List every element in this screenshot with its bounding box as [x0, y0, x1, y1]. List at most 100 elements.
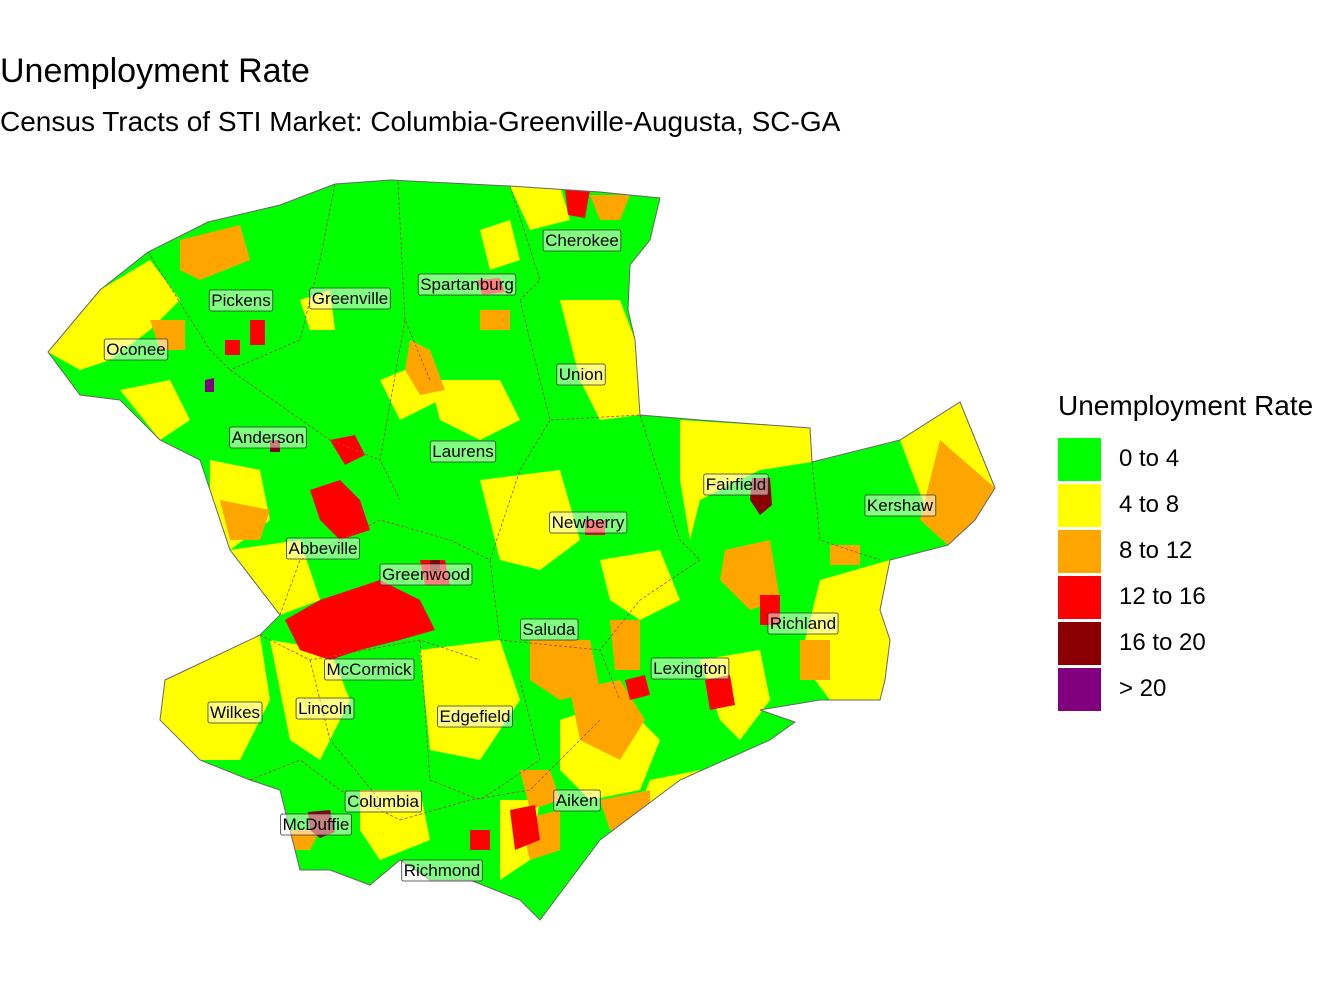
county-label-box [103, 338, 169, 361]
county-boundary [309, 659, 381, 801]
county-label-mcduffie: McDuffie [280, 813, 352, 836]
county-label-box [650, 657, 730, 680]
county-boundary [399, 719, 601, 821]
county-label-aiken: Aiken [553, 789, 601, 812]
county-label-anderson: Anderson [229, 426, 307, 449]
county-label-text: Kershaw [867, 496, 934, 515]
county-label-box [437, 705, 513, 728]
county-boundary [519, 299, 641, 421]
tract [205, 378, 214, 392]
county-label-saluda: Saluda [520, 618, 579, 641]
county-label-cherokee: Cherokee [542, 229, 622, 252]
tracts-8-to-12 [150, 195, 995, 860]
legend-label: 4 to 8 [1119, 491, 1180, 518]
county-boundary [419, 639, 481, 801]
tract [420, 640, 520, 760]
legend-label: > 20 [1119, 675, 1167, 702]
county-label-box [429, 440, 497, 463]
county-label-pickens: Pickens [208, 289, 274, 312]
tract [250, 320, 265, 345]
choropleth-map: Cherokee Spartanburg Greenville Pickens Ocon… [47, 179, 996, 921]
county-label-box [553, 789, 601, 812]
county-label-abbeville: Abbeville [286, 537, 360, 560]
tract [510, 805, 540, 850]
legend-item: > 20 [1058, 666, 1344, 712]
legend-item: 8 to 12 [1058, 528, 1344, 574]
county-boundary [599, 559, 701, 701]
county-label-text: Pickens [211, 291, 271, 310]
county-label-lincoln: Lincoln [295, 697, 355, 720]
legend-label: 16 to 20 [1119, 629, 1206, 656]
tract [610, 620, 640, 670]
legend-item: 16 to 20 [1058, 620, 1344, 666]
county-label-edgefield: Edgefield [437, 705, 513, 728]
county-label-box [344, 790, 422, 813]
county-label-text: Aiken [556, 791, 599, 810]
legend-swatch [1058, 575, 1101, 619]
tract [590, 195, 630, 220]
county-label-box [309, 287, 391, 310]
county-label-text: Abbeville [289, 539, 358, 558]
tract [430, 380, 520, 440]
county-label-text: Fairfield [706, 475, 766, 494]
legend-label: 0 to 4 [1119, 445, 1180, 472]
county-label-box [401, 859, 483, 882]
legend-label: 12 to 16 [1119, 583, 1206, 610]
legend-swatch [1058, 621, 1101, 665]
county-boundary [397, 181, 431, 381]
county-label-box [542, 229, 622, 252]
county-label-box [864, 494, 937, 517]
county-label-laurens: Laurens [429, 440, 497, 463]
county-label-box [229, 426, 307, 449]
county-boundary [479, 679, 541, 801]
tract [510, 186, 570, 230]
county-label-greenwood: Greenwood [379, 563, 473, 586]
county-labels: Cherokee Spartanburg Greenville Pickens Ocon… [103, 229, 937, 882]
tract [480, 220, 520, 270]
tract [720, 540, 780, 610]
county-label-box [379, 563, 473, 586]
county-label-oconee: Oconee [103, 338, 169, 361]
tract [310, 480, 370, 540]
county-label-text: Edgefield [440, 707, 511, 726]
tract [920, 440, 995, 545]
county-label-text: McDuffie [283, 815, 350, 834]
county-label-box [286, 537, 360, 560]
tract [520, 770, 560, 810]
legend-label: 8 to 12 [1119, 537, 1193, 564]
county-label-richland: Richland [767, 612, 839, 635]
county-label-box [417, 273, 517, 296]
county-label-box [703, 473, 769, 496]
county-label-spartanburg: Spartanburg [417, 273, 517, 296]
tract [160, 635, 270, 760]
tract [565, 190, 590, 218]
tract [830, 545, 860, 565]
county-boundary [379, 319, 406, 501]
county-label-columbia: Columbia [344, 790, 422, 813]
legend: Unemployment Rate 0 to 4 4 to 8 8 to 12 … [1058, 390, 1344, 712]
tract [470, 830, 490, 850]
county-label-kershaw: Kershaw [864, 494, 937, 517]
tract-fills [48, 180, 995, 920]
tract [480, 470, 580, 570]
county-label-text: Richland [770, 614, 836, 633]
county-label-box [520, 618, 579, 641]
tract [330, 435, 365, 465]
county-boundary [639, 414, 701, 561]
county-label-box [324, 658, 415, 681]
legend-swatch [1058, 529, 1101, 573]
legend-item: 4 to 8 [1058, 482, 1344, 528]
county-boundary [259, 634, 481, 661]
county-label-lexington: Lexington [650, 657, 730, 680]
tract [285, 580, 435, 660]
legend-swatch [1058, 437, 1101, 481]
map-title: Unemployment Rate [0, 52, 310, 90]
legend-item: 0 to 4 [1058, 436, 1344, 482]
tract [600, 550, 680, 620]
tract [480, 310, 510, 330]
county-label-text: Greenville [312, 289, 389, 308]
county-label-box [280, 813, 352, 836]
map-subtitle: Census Tracts of STI Market: Columbia-Gr… [0, 106, 841, 137]
county-label-box [207, 701, 263, 724]
county-label-text: Lincoln [298, 699, 352, 718]
